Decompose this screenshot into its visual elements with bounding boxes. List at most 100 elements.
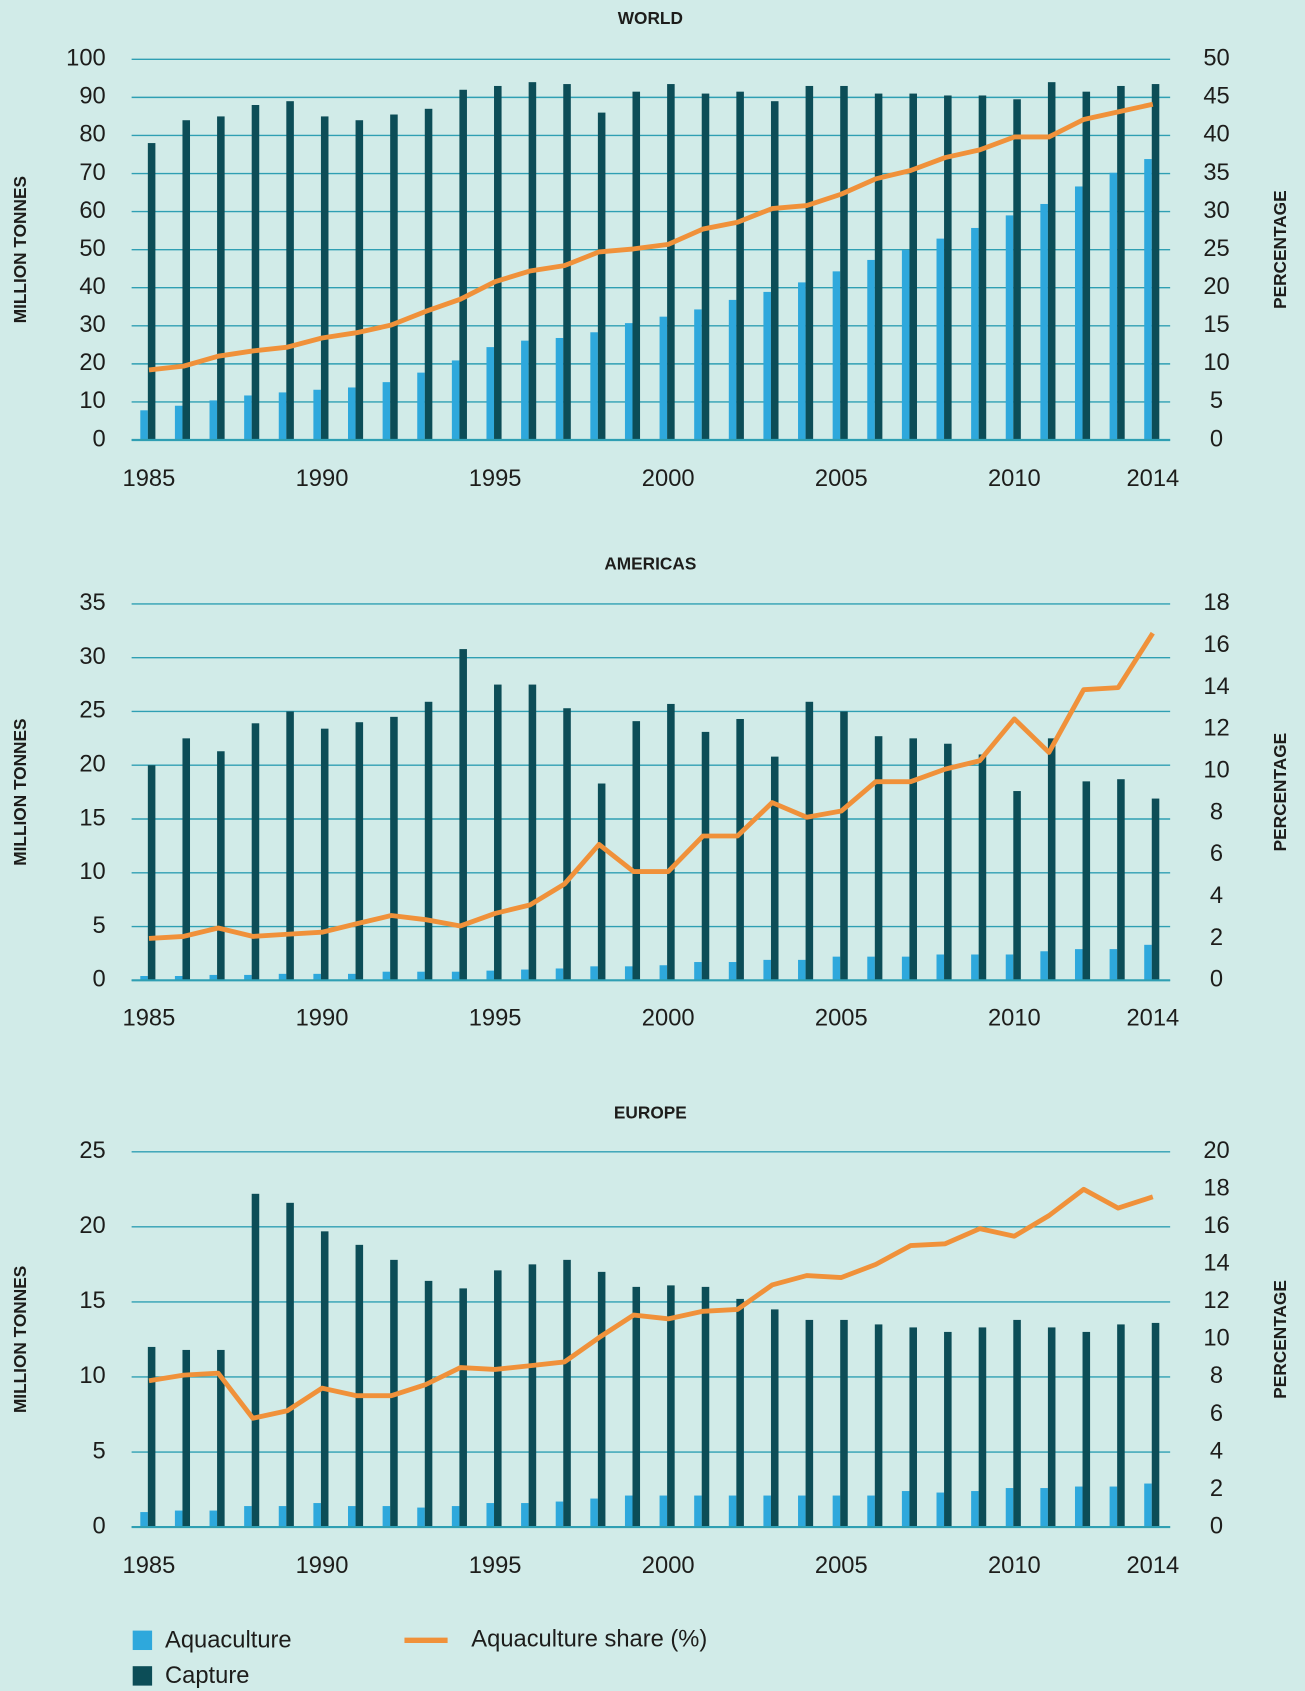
- bar: [736, 1298, 744, 1528]
- bar: [978, 754, 987, 981]
- bar: [1117, 779, 1125, 981]
- line: [148, 101, 1154, 373]
- y2-tick-label: 5: [1210, 388, 1223, 414]
- line: [148, 631, 1155, 941]
- bar: [909, 93, 917, 441]
- bar: [555, 337, 564, 441]
- x-tick-label: 2010: [988, 466, 1041, 492]
- bar: [763, 959, 771, 981]
- y2-tick-label: 30: [1203, 198, 1229, 224]
- x-tick-label: 2005: [815, 1553, 868, 1579]
- bar: [320, 728, 329, 981]
- bar: [701, 93, 710, 441]
- bar: [390, 114, 398, 441]
- bar: [874, 736, 883, 981]
- bar: [701, 731, 710, 981]
- bar: [1074, 1486, 1083, 1528]
- bar: [528, 82, 537, 441]
- y2-tick-label: 14: [1203, 1251, 1229, 1277]
- bar: [382, 382, 391, 441]
- bar: [832, 1495, 841, 1528]
- bar: [736, 718, 744, 981]
- bar: [417, 372, 425, 441]
- bar: [217, 751, 225, 981]
- x-tick-label: 2000: [642, 1553, 695, 1579]
- chart-title: EUROPE: [614, 1103, 687, 1123]
- bar: [244, 1506, 252, 1528]
- x-tick-label: 2010: [988, 1005, 1041, 1031]
- y2-tick-label: 8: [1210, 799, 1223, 825]
- bar: [944, 1331, 952, 1528]
- bar: [451, 360, 460, 441]
- bar: [1082, 91, 1091, 441]
- y-tick-label: 15: [79, 805, 105, 831]
- y2-tick-label: 10: [1203, 757, 1229, 783]
- bar: [770, 1309, 779, 1528]
- bar: [901, 956, 910, 981]
- bar: [494, 1270, 502, 1528]
- x-tick-label: 2000: [642, 1005, 695, 1031]
- bar: [840, 711, 848, 981]
- bar: [798, 959, 806, 981]
- bar: [659, 965, 668, 981]
- bar: [1013, 1319, 1021, 1528]
- y-tick-label: 30: [79, 312, 105, 338]
- bar: [1013, 99, 1021, 441]
- x-tick-label: 2014: [1126, 1005, 1179, 1031]
- bar: [909, 738, 917, 981]
- bar: [874, 1324, 883, 1528]
- bar: [590, 966, 598, 981]
- bar: [1013, 791, 1021, 981]
- bar: [1047, 1327, 1056, 1528]
- chart-title: AMERICAS: [604, 554, 696, 574]
- bar: [355, 1244, 364, 1528]
- y-tick-label: 15: [79, 1288, 105, 1314]
- y2-tick-label: 4: [1210, 1438, 1223, 1464]
- bar: [147, 143, 156, 441]
- y-tick-label: 100: [66, 46, 106, 72]
- y2-tick-label: 18: [1203, 1176, 1229, 1202]
- bar: [832, 271, 841, 441]
- bar: [936, 238, 945, 441]
- bar: [1005, 954, 1014, 981]
- bar: [251, 723, 260, 981]
- x-tick-label: 2014: [1126, 466, 1179, 492]
- bar: [659, 1495, 668, 1528]
- y2-axis-label: PERCENTAGE: [1270, 190, 1290, 309]
- x-tick-label: 2005: [815, 1005, 868, 1031]
- x-tick-label: 2014: [1126, 1553, 1179, 1579]
- legend-swatch: [132, 1630, 153, 1651]
- bar: [936, 1492, 945, 1528]
- y-tick-label: 0: [93, 967, 106, 993]
- y-tick-label: 35: [79, 590, 105, 616]
- bar: [1117, 1324, 1125, 1528]
- y2-tick-label: 18: [1203, 590, 1229, 616]
- bar: [348, 973, 356, 981]
- x-tick-label: 1995: [469, 1005, 522, 1031]
- y2-tick-label: 35: [1203, 160, 1229, 186]
- bar: [417, 1507, 425, 1528]
- bar: [667, 84, 675, 441]
- bar: [694, 1495, 702, 1528]
- bar: [1040, 951, 1048, 981]
- y2-tick-label: 45: [1203, 84, 1229, 110]
- bar: [390, 716, 398, 981]
- bar: [521, 969, 529, 981]
- bar: [217, 1349, 225, 1528]
- bar: [867, 1495, 875, 1528]
- bar: [901, 250, 910, 441]
- bar: [805, 1319, 814, 1528]
- bar: [417, 971, 425, 981]
- bar: [597, 112, 606, 441]
- bar: [217, 116, 225, 441]
- bar: [286, 101, 294, 441]
- bar: [494, 85, 502, 441]
- bar: [521, 1503, 529, 1528]
- bar: [459, 1288, 467, 1528]
- bar: [209, 974, 218, 981]
- bar: [424, 108, 433, 441]
- bar: [909, 1327, 917, 1528]
- bar: [313, 1503, 321, 1528]
- bar: [563, 708, 571, 981]
- bar: [701, 1286, 710, 1528]
